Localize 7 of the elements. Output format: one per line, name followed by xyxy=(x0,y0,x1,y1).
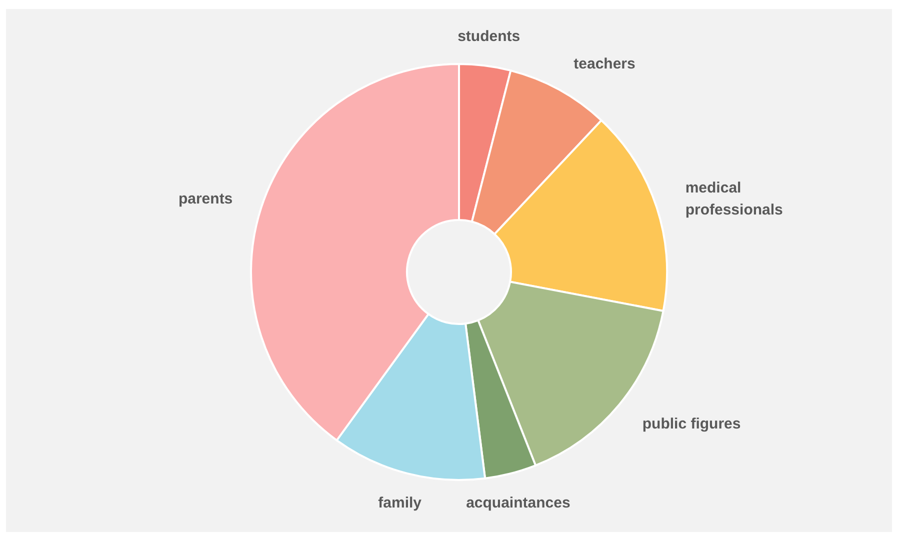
slice-label: public figures xyxy=(642,416,741,433)
slice-label: teachers xyxy=(574,55,636,72)
slice-label: acquaintances xyxy=(466,494,570,512)
slice-label: family xyxy=(378,494,422,512)
slice-label: parents xyxy=(178,190,233,208)
slice-label: medical professionals xyxy=(685,179,783,218)
slice-label: students xyxy=(458,28,520,45)
